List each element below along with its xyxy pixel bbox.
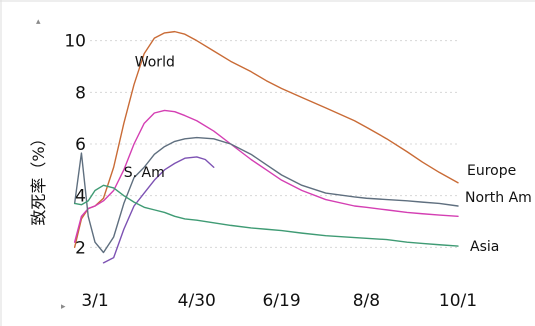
y-tick-label: 2 [75,238,86,258]
series-label-europe: Europe [467,163,516,179]
tick-layer: 2 4 6 8 10 3/1 4/30 6/19 8/8 10/1 [64,32,477,311]
series-line-north-am [73,136,459,254]
x-tick-label: 10/1 [439,291,477,311]
x-tick-label: 6/19 [262,291,300,311]
series-label-s-am: S. Am [124,165,165,181]
x-tick-label: 3/1 [81,291,108,311]
y-tick-label: 8 [75,83,86,103]
series-line-s-am [102,156,215,264]
grid-layer [90,40,458,248]
series-label-north-am: North Am [465,190,532,206]
label-layer: World S. Am Europe North Am Asia [124,55,532,255]
y-tick-label: 10 [64,32,86,52]
y-axis-label: 致死率（%） [29,130,48,225]
series-line-asia [73,184,459,247]
x-tick-label: 4/30 [178,291,216,311]
series-label-asia: Asia [470,239,499,255]
series-line-world [73,109,459,243]
series-label-world: World [135,55,175,71]
small-bottom-left-mark: ▸ [61,302,66,312]
series-layer [73,30,459,264]
y-tick-label: 4 [75,187,86,207]
y-tick-label: 6 [75,135,86,155]
x-tick-label: 8/8 [353,291,380,311]
small-top-left-mark: ▴ [36,17,41,27]
series-line-europe [73,30,459,249]
